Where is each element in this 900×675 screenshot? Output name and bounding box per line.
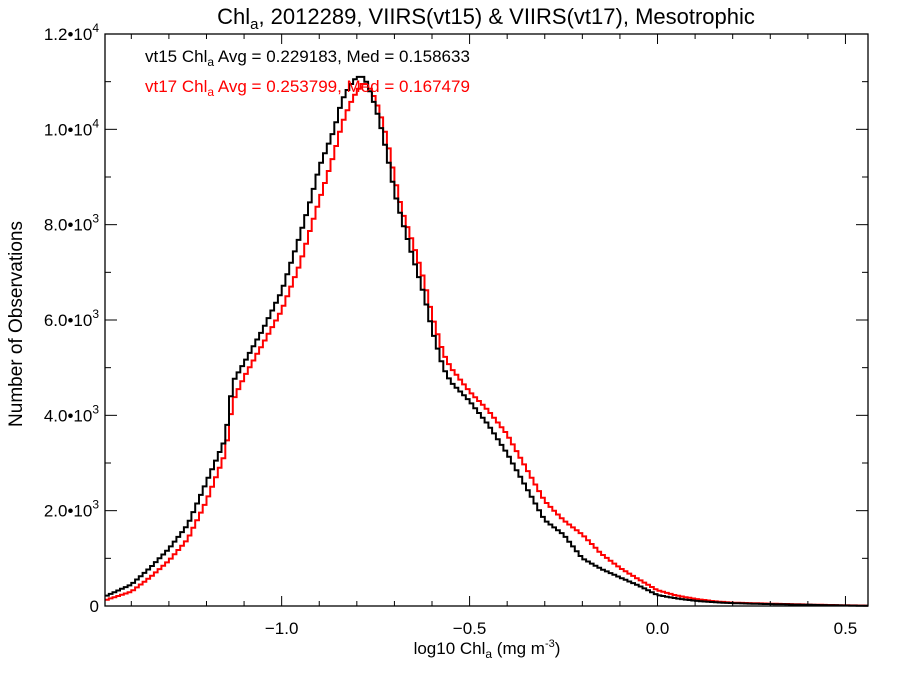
plot-frame	[104, 33, 869, 607]
histogram-series-vt17	[105, 83, 868, 607]
y-axis-label: Number of Observations	[6, 221, 27, 427]
chart-title: Chla, 2012289, VIIRS(vt15) & VIIRS(vt17)…	[217, 4, 755, 33]
x-tick-label: −1.0	[265, 619, 299, 638]
y-tick-label: 0	[90, 597, 99, 616]
y-tick-label: 1.2•104	[44, 21, 100, 44]
histogram-series-vt15	[105, 75, 868, 607]
y-tick-label: 4.0•103	[44, 402, 100, 425]
y-tick-label: 6.0•103	[44, 307, 100, 330]
y-tick-label: 2.0•103	[44, 498, 100, 521]
x-axis-label: log10 Chla (mg m-3)	[414, 638, 561, 661]
x-tick-label: 0.5	[834, 619, 858, 638]
x-tick-label: 0.0	[646, 619, 670, 638]
x-tick-label: −0.5	[453, 619, 487, 638]
legend-label-vt17: vt17 Chla Avg = 0.253799, Med = 0.167479	[145, 77, 470, 99]
y-tick-label: 1.0•104	[44, 116, 100, 139]
legend-label-vt15: vt15 Chla Avg = 0.229183, Med = 0.158633	[145, 47, 470, 69]
y-tick-label: 8.0•103	[44, 212, 100, 235]
